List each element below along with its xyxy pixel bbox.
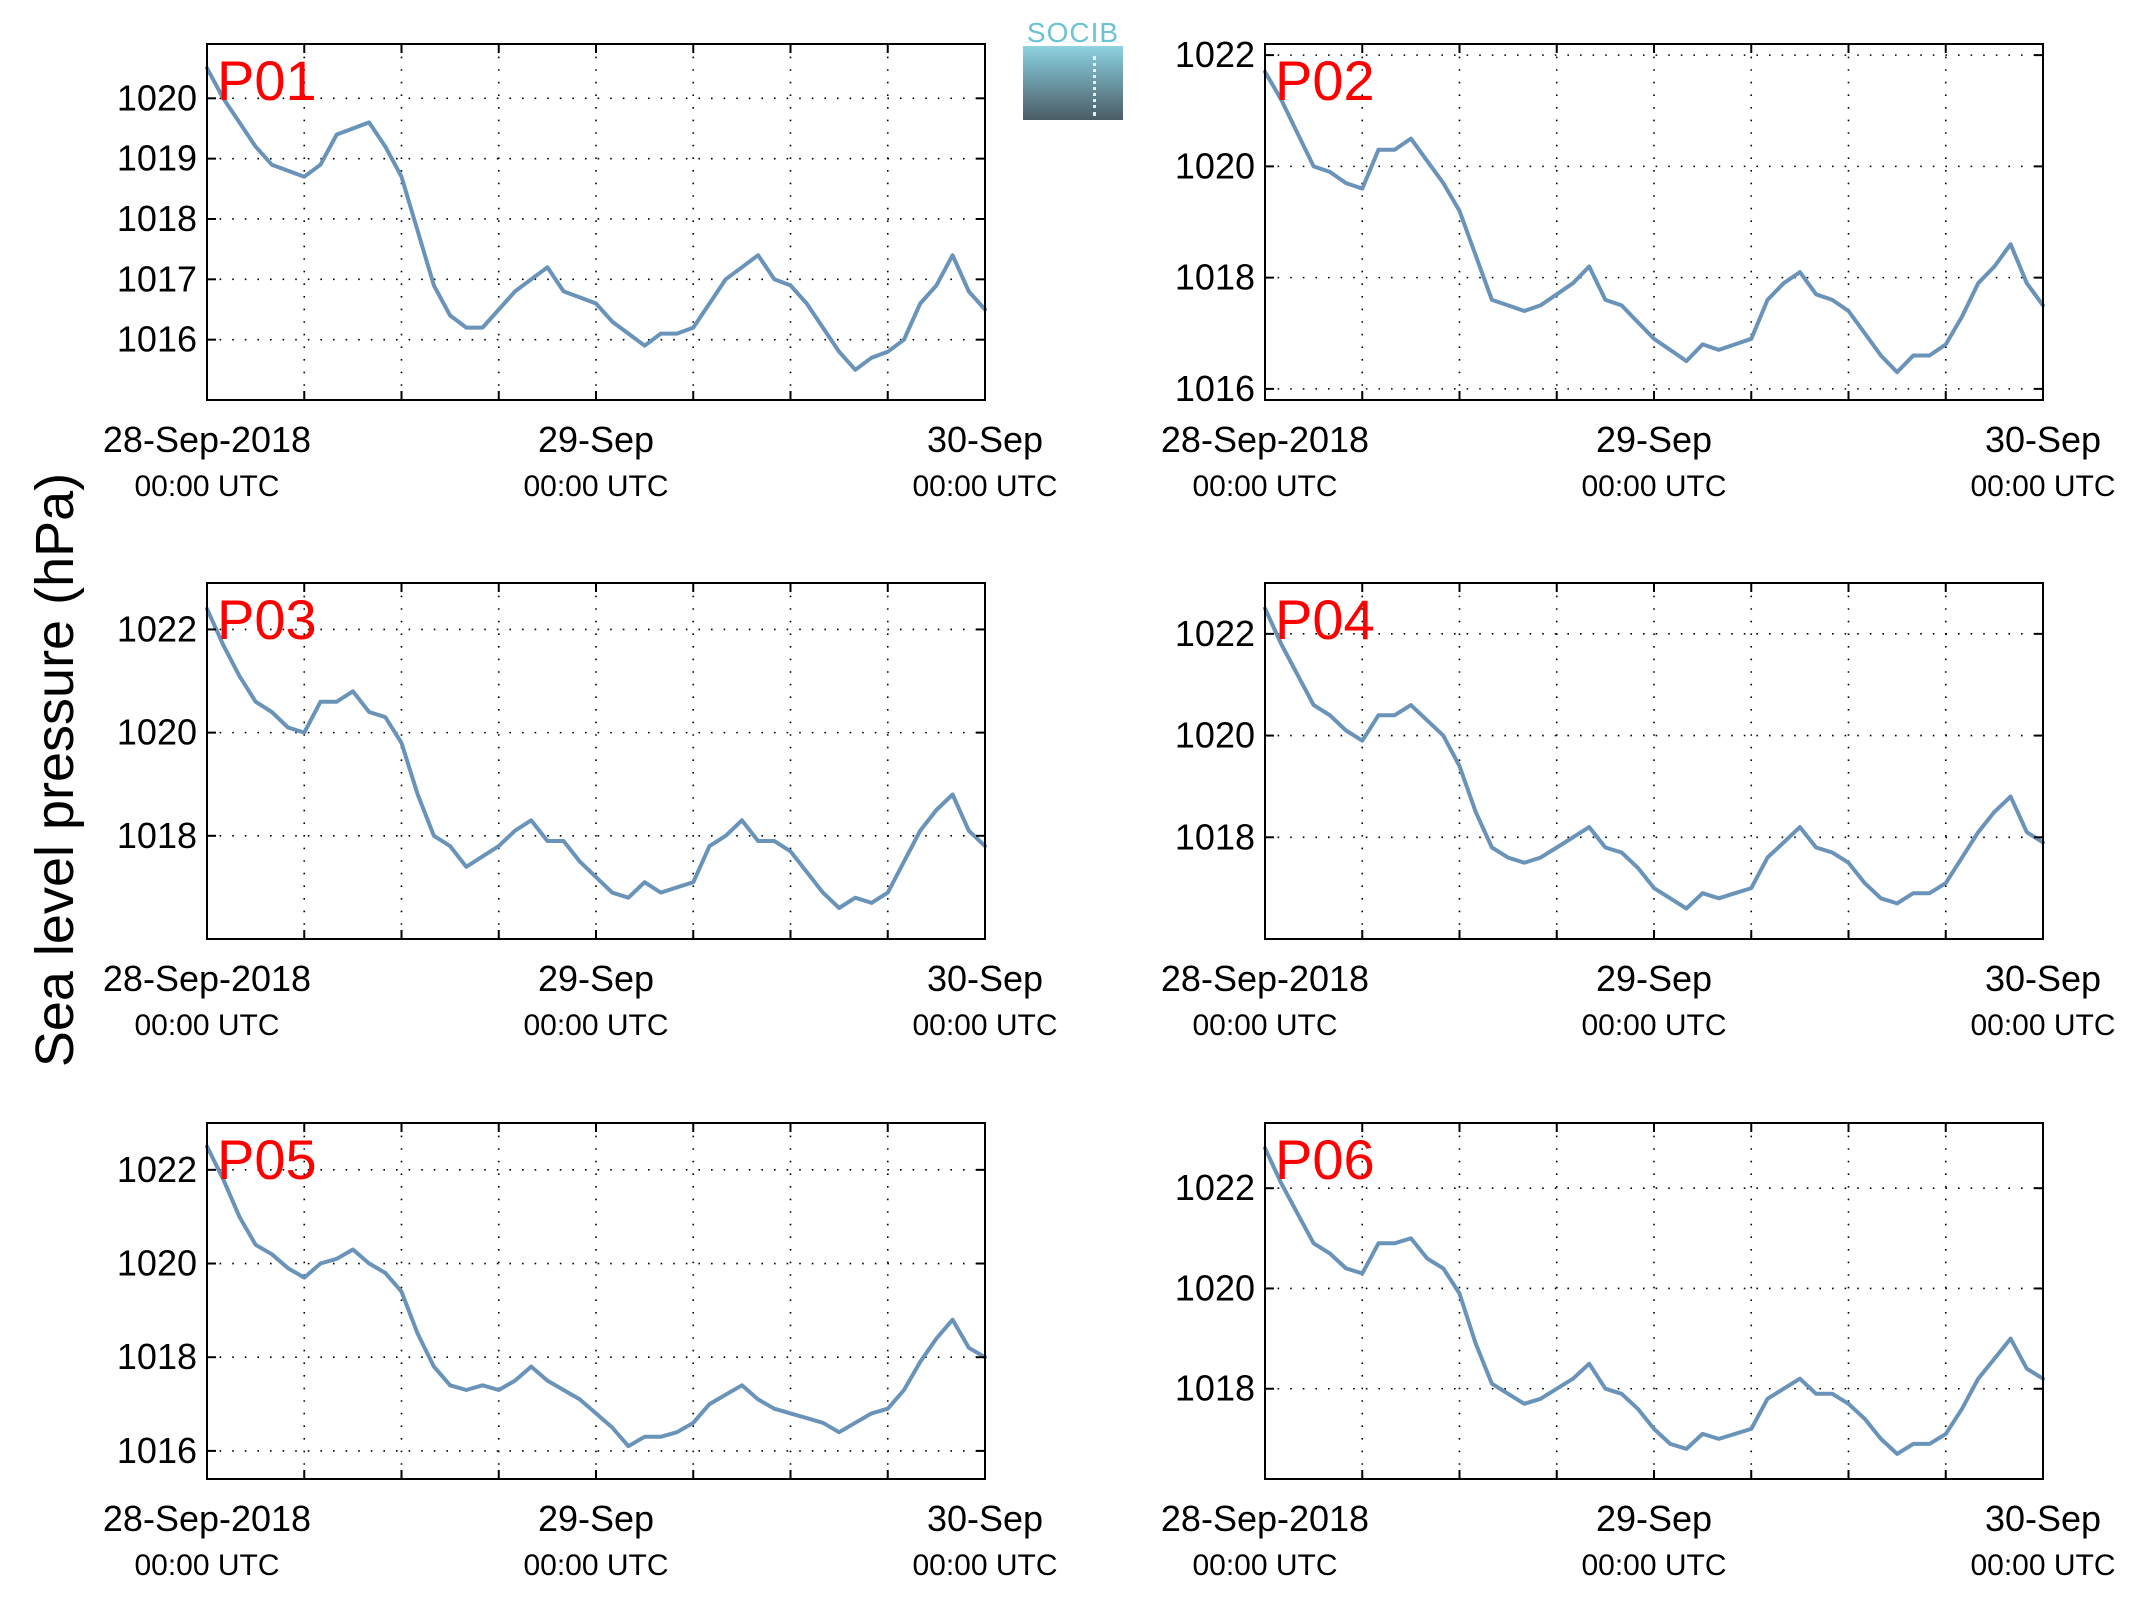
panel-title: P06 bbox=[1275, 1128, 1375, 1191]
panel-p02: 1016 1018 1020 1022 28-Sep-2018 00:00 UTC 29-S… bbox=[1161, 34, 2116, 503]
pressure-line bbox=[205, 1144, 987, 1449]
x-tick-label: 29-Sep bbox=[1596, 1498, 1712, 1539]
y-tick-label: 1020 bbox=[117, 1243, 197, 1284]
x-tick-label: 30-Sep bbox=[1985, 419, 2101, 460]
y-tick-label: 1018 bbox=[117, 815, 197, 856]
x-tick-sublabel: 00:00 UTC bbox=[912, 470, 1057, 503]
y-tick-label: 1018 bbox=[1175, 1368, 1255, 1409]
panel-p05: 1016 1018 1020 1022 28-Sep-2018 00:00 UTC 29-S… bbox=[103, 1122, 1058, 1582]
x-tick-sublabel: 00:00 UTC bbox=[1581, 1549, 1726, 1582]
pressure-line bbox=[1263, 69, 2045, 375]
x-tick-sublabel: 00:00 UTC bbox=[134, 470, 279, 503]
y-tick-label: 1020 bbox=[117, 77, 197, 118]
panel-p03: 1018 1020 1022 28-Sep-2018 00:00 UTC 29-Sep 00… bbox=[103, 582, 1058, 1042]
y-tick-label: 1022 bbox=[1175, 34, 1255, 75]
y-tick-label: 1020 bbox=[1175, 715, 1255, 756]
panel-title: P02 bbox=[1275, 49, 1375, 112]
pressure-line bbox=[1263, 1146, 2045, 1456]
y-tick-label: 1019 bbox=[117, 138, 197, 179]
y-tick-label: 1016 bbox=[117, 1430, 197, 1471]
panel-p01: 1016 1017 1018 1019 1020 28-Sep-2018 00:00 UTC… bbox=[103, 43, 1058, 503]
pressure-line bbox=[205, 606, 987, 910]
x-tick-label: 30-Sep bbox=[1985, 958, 2101, 999]
panel-p06: 1018 1020 1022 28-Sep-2018 00:00 UTC 29-Sep 00… bbox=[1161, 1122, 2116, 1582]
x-tick-sublabel: 00:00 UTC bbox=[523, 1009, 668, 1042]
x-tick-label: 28-Sep-2018 bbox=[1161, 1498, 1369, 1539]
x-tick-label: 30-Sep bbox=[927, 1498, 1043, 1539]
y-tick-label: 1022 bbox=[117, 608, 197, 649]
y-tick-label: 1022 bbox=[1175, 613, 1255, 654]
y-tick-label: 1017 bbox=[117, 258, 197, 299]
x-tick-sublabel: 00:00 UTC bbox=[1970, 1009, 2115, 1042]
x-tick-label: 28-Sep-2018 bbox=[1161, 958, 1369, 999]
x-tick-sublabel: 00:00 UTC bbox=[1192, 1009, 1337, 1042]
x-tick-label: 29-Sep bbox=[538, 1498, 654, 1539]
logo-image bbox=[1023, 46, 1123, 120]
x-tick-label: 29-Sep bbox=[538, 419, 654, 460]
y-tick-label: 1018 bbox=[117, 1336, 197, 1377]
pressure-line bbox=[1263, 606, 2045, 911]
panel-p04: 1018 1020 1022 28-Sep-2018 00:00 UTC 29-Sep 00… bbox=[1161, 582, 2116, 1042]
x-tick-sublabel: 00:00 UTC bbox=[1970, 1549, 2115, 1582]
x-tick-sublabel: 00:00 UTC bbox=[1192, 1549, 1337, 1582]
y-tick-label: 1018 bbox=[117, 198, 197, 239]
x-tick-sublabel: 00:00 UTC bbox=[134, 1549, 279, 1582]
x-tick-sublabel: 00:00 UTC bbox=[912, 1549, 1057, 1582]
x-tick-label: 28-Sep-2018 bbox=[103, 958, 311, 999]
x-tick-label: 28-Sep-2018 bbox=[1161, 419, 1369, 460]
y-tick-label: 1020 bbox=[1175, 1267, 1255, 1308]
panel-title: P04 bbox=[1275, 588, 1375, 651]
x-tick-sublabel: 00:00 UTC bbox=[912, 1009, 1057, 1042]
y-tick-label: 1018 bbox=[1175, 257, 1255, 298]
y-tick-label: 1022 bbox=[117, 1149, 197, 1190]
x-tick-sublabel: 00:00 UTC bbox=[134, 1009, 279, 1042]
y-tick-label: 1020 bbox=[117, 712, 197, 753]
x-tick-label: 30-Sep bbox=[1985, 1498, 2101, 1539]
x-tick-label: 28-Sep-2018 bbox=[103, 1498, 311, 1539]
panel-title: P05 bbox=[217, 1128, 317, 1191]
logo-dots bbox=[1093, 56, 1096, 116]
panel-title: P03 bbox=[217, 588, 317, 651]
y-tick-label: 1016 bbox=[117, 319, 197, 360]
x-tick-label: 29-Sep bbox=[1596, 419, 1712, 460]
y-tick-label: 1018 bbox=[1175, 816, 1255, 857]
x-tick-sublabel: 00:00 UTC bbox=[1581, 470, 1726, 503]
x-tick-sublabel: 00:00 UTC bbox=[1970, 470, 2115, 503]
logo-text: SOCIB bbox=[1026, 17, 1120, 48]
panel-title: P01 bbox=[217, 49, 317, 112]
x-tick-sublabel: 00:00 UTC bbox=[523, 470, 668, 503]
x-tick-label: 29-Sep bbox=[538, 958, 654, 999]
x-tick-sublabel: 00:00 UTC bbox=[523, 1549, 668, 1582]
y-tick-label: 1016 bbox=[1175, 368, 1255, 409]
x-tick-sublabel: 00:00 UTC bbox=[1581, 1009, 1726, 1042]
x-tick-label: 28-Sep-2018 bbox=[103, 419, 311, 460]
socib-logo: SOCIB bbox=[1023, 16, 1123, 120]
x-tick-label: 30-Sep bbox=[927, 419, 1043, 460]
y-tick-label: 1020 bbox=[1175, 145, 1255, 186]
y-tick-label: 1022 bbox=[1175, 1167, 1255, 1208]
x-tick-label: 29-Sep bbox=[1596, 958, 1712, 999]
pressure-line bbox=[205, 66, 987, 372]
x-tick-sublabel: 00:00 UTC bbox=[1192, 470, 1337, 503]
x-tick-label: 30-Sep bbox=[927, 958, 1043, 999]
